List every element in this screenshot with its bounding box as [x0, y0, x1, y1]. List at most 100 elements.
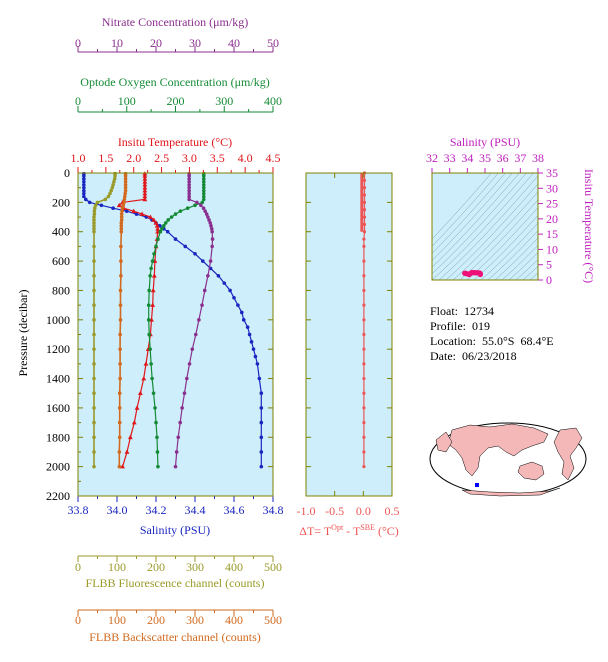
ts-isopycnal-curve	[487, 230, 538, 280]
deltat-data-point	[362, 200, 367, 204]
oxygen-data-point	[156, 237, 160, 241]
salinity-data-point	[82, 174, 86, 178]
nitrate-data-point	[180, 406, 184, 410]
backscatter-data-point	[119, 224, 124, 228]
backscatter-data-point	[122, 200, 126, 205]
backscatter-data-point	[117, 406, 122, 410]
oxygen-data-point	[155, 450, 160, 454]
temperature-data-point	[142, 190, 148, 196]
temperature-tick-label: 1.0	[71, 151, 86, 165]
backscatter-data-point	[119, 212, 124, 216]
ts-panel-background	[432, 173, 538, 280]
nitrate-data-point	[187, 194, 191, 199]
temperature-tick-label: 2.5	[154, 151, 169, 165]
fluorescence-data-point	[92, 288, 96, 293]
temperature-data-point	[127, 434, 133, 440]
ts-isopycnal-curve	[432, 173, 534, 280]
ts-isopycnal-curve	[438, 175, 538, 280]
fluorescence-data-point	[92, 221, 96, 225]
nitrate-data-point	[190, 347, 195, 351]
nitrate-data-point	[197, 318, 201, 322]
salinity-tick-label: 33.8	[68, 503, 89, 517]
salinity-data-point	[183, 244, 188, 249]
nitrate-tick-label: 10	[111, 36, 123, 50]
backscatter-data-point	[117, 464, 122, 469]
temperature-data-point	[155, 226, 161, 231]
salinity-data-point	[82, 191, 86, 196]
temperature-data-point	[139, 211, 145, 216]
salinity-data-point	[201, 259, 205, 263]
pressure-tick-label: 600	[52, 254, 70, 268]
backscatter-data-point	[119, 244, 123, 249]
temperature-tick-label: 3.0	[182, 151, 197, 165]
fluorescence-data-point	[110, 185, 115, 190]
salinity-data-point	[259, 435, 264, 440]
salinity-data-point	[82, 188, 86, 193]
deltat-panel-background	[306, 173, 392, 496]
deltat-tick-label: -1.0	[297, 504, 316, 518]
ts-isopycnal-curve	[501, 244, 538, 280]
backscatter-data-point	[118, 303, 123, 307]
salinity-data-point	[82, 182, 86, 187]
backscatter-data-point	[119, 226, 124, 231]
nitrate-data-point	[193, 332, 198, 337]
oxygen-data-point	[155, 435, 159, 440]
ts-isopycnal-curve	[432, 173, 520, 268]
salinity-data-point	[84, 197, 88, 202]
backscatter-data-point	[118, 347, 122, 351]
oxygen-data-point	[152, 251, 156, 256]
deltat-sup-sbe: SBE	[360, 523, 375, 532]
backscatter-data-point	[118, 332, 122, 337]
oxygen-data-point	[149, 266, 153, 271]
salinity-data-point	[251, 347, 256, 351]
deltat-data-point	[362, 178, 367, 182]
nitrate-tick-label: 50	[267, 36, 279, 50]
oxygen-data-point	[178, 209, 183, 213]
backscatter-data-point	[119, 215, 124, 219]
deltat-tick-label: -0.5	[325, 504, 344, 518]
fluorescence-data-point	[92, 215, 96, 219]
deltat-data-point	[362, 288, 366, 293]
fluorescence-data-point	[92, 229, 96, 234]
salinity-data-point	[259, 420, 264, 425]
nitrate-data-point	[206, 215, 210, 219]
ts-salinity-tick-label: 35	[479, 151, 491, 165]
backscatter-data-point	[123, 182, 128, 187]
backscatter-tick-label: 0	[75, 613, 81, 627]
fluorescence-data-point	[92, 318, 96, 322]
temperature-data-point	[124, 449, 130, 454]
oxygen-data-point	[201, 188, 206, 193]
pressure-tick-label: 200	[52, 195, 70, 209]
salinity-tick-label: 34.2	[146, 503, 167, 517]
nitrate-data-point	[187, 362, 192, 366]
ts-temp-tick-label: 15	[546, 227, 558, 241]
fluorescence-data-point	[92, 218, 96, 222]
fluorescence-data-point	[93, 203, 98, 208]
temperature-data-point	[120, 464, 125, 469]
salinity-data-point	[193, 251, 197, 256]
nitrate-data-point	[187, 185, 191, 190]
ts-isopycnal-curve	[432, 173, 513, 261]
nitrate-data-point	[210, 237, 215, 241]
nitrate-data-point	[182, 391, 187, 396]
oxygen-data-point	[149, 362, 153, 366]
deltat-data-point	[362, 208, 367, 212]
nitrate-data-point	[195, 200, 199, 205]
pressure-tick-label: 2000	[46, 460, 70, 474]
backscatter-data-point	[118, 318, 123, 322]
temperature-data-point	[151, 273, 157, 278]
fluorescence-data-point	[92, 273, 96, 278]
fluorescence-data-point	[92, 435, 96, 440]
fluorescence-data-point	[92, 259, 96, 263]
deltat-data-point	[362, 376, 366, 381]
salinity-data-point	[82, 194, 86, 199]
fluorescence-data-point	[112, 180, 116, 184]
fluorescence-data-point	[113, 174, 117, 178]
backscatter-data-point	[119, 229, 124, 234]
oxygen-tick-label: 0	[75, 94, 81, 108]
backscatter-data-point	[118, 288, 123, 293]
ts-salinity-tick-label: 37	[514, 151, 526, 165]
backscatter-data-point	[120, 209, 124, 213]
deltat-data-point	[362, 420, 366, 425]
oxygen-data-point	[201, 191, 206, 196]
